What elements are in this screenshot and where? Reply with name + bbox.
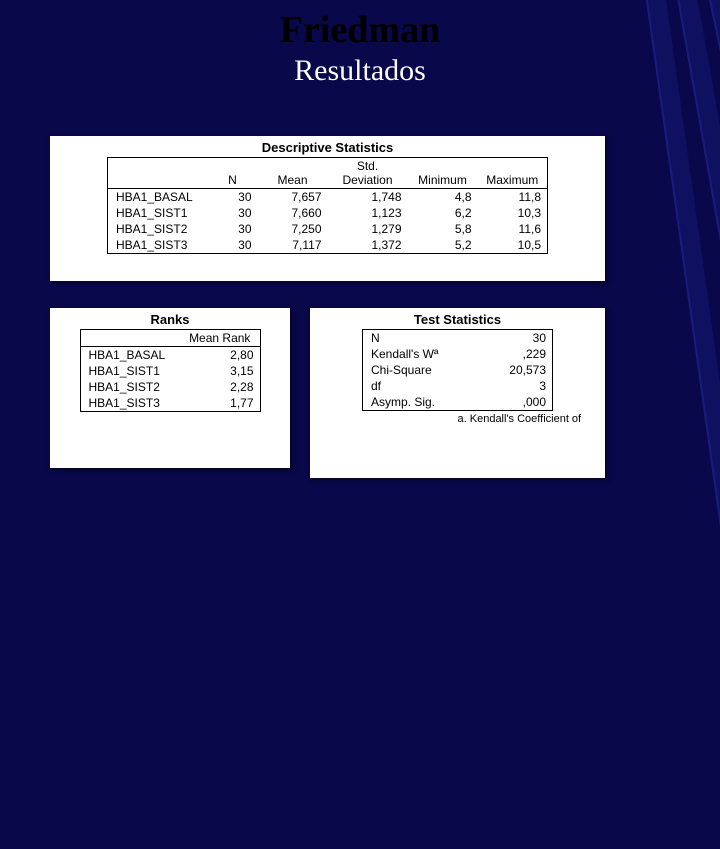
cell: 30 (208, 205, 258, 221)
row-label: N (363, 330, 473, 347)
descriptive-stats-panel: Descriptive Statistics NMeanStd.Deviatio… (50, 136, 605, 281)
cell: 7,657 (258, 189, 328, 206)
row-label: HBA1_SIST3 (80, 395, 180, 412)
stripe (700, 0, 720, 838)
row-label: df (363, 378, 473, 394)
col-header (80, 330, 180, 347)
footnote-text: Kendall's Coefficient of (470, 413, 581, 425)
test-stats-table: N30Kendall's Wª,229Chi-Square20,573df3As… (362, 329, 553, 411)
row-label: HBA1_BASAL (80, 347, 180, 364)
background-stripes (600, 8, 720, 548)
table-title: Ranks (50, 308, 290, 329)
row-label: HBA1_SIST1 (80, 363, 180, 379)
col-header: Maximum (478, 158, 548, 189)
row-label: HBA1_SIST1 (108, 205, 208, 221)
table-title: Test Statistics (310, 308, 605, 329)
col-header: N (208, 158, 258, 189)
table-title: Descriptive Statistics (50, 136, 605, 157)
row-label: HBA1_BASAL (108, 189, 208, 206)
cell: ,000 (473, 394, 553, 411)
table-footnote: a. Kendall's Coefficient of (310, 411, 605, 425)
cell: 10,5 (478, 237, 548, 254)
row-label: HBA1_SIST2 (108, 221, 208, 237)
descriptive-stats-table: NMeanStd.DeviationMinimumMaximum HBA1_BAS… (107, 157, 548, 254)
cell: 1,279 (328, 221, 408, 237)
cell: 3 (473, 378, 553, 394)
cell: 4,8 (408, 189, 478, 206)
stripe (640, 0, 720, 849)
stripe (670, 0, 720, 844)
cell: 1,123 (328, 205, 408, 221)
cell: 5,2 (408, 237, 478, 254)
cell: 7,250 (258, 221, 328, 237)
cell: 30 (208, 221, 258, 237)
row-label: HBA1_SIST3 (108, 237, 208, 254)
cell: 11,8 (478, 189, 548, 206)
ranks-panel: Ranks Mean RankHBA1_BASAL2,80HBA1_SIST13… (50, 308, 290, 468)
row-label: Asymp. Sig. (363, 394, 473, 411)
cell: 3,15 (180, 363, 260, 379)
row-label: Chi-Square (363, 362, 473, 378)
col-header: Std.Deviation (328, 158, 408, 189)
cell: 30 (473, 330, 553, 347)
cell: ,229 (473, 346, 553, 362)
cell: 7,660 (258, 205, 328, 221)
cell: 30 (208, 189, 258, 206)
col-header: Minimum (408, 158, 478, 189)
cell: 2,80 (180, 347, 260, 364)
footnote-label: a. (458, 413, 467, 425)
col-header: Mean Rank (180, 330, 260, 347)
ranks-table: Mean RankHBA1_BASAL2,80HBA1_SIST13,15HBA… (80, 329, 261, 412)
col-header (108, 158, 208, 189)
test-stats-panel: Test Statistics N30Kendall's Wª,229Chi-S… (310, 308, 605, 478)
cell: 20,573 (473, 362, 553, 378)
cell: 2,28 (180, 379, 260, 395)
cell: 5,8 (408, 221, 478, 237)
cell: 7,117 (258, 237, 328, 254)
cell: 6,2 (408, 205, 478, 221)
row-label: HBA1_SIST2 (80, 379, 180, 395)
cell: 1,77 (180, 395, 260, 412)
col-header: Mean (258, 158, 328, 189)
slide-title: Friedman (0, 8, 720, 52)
cell: 30 (208, 237, 258, 254)
cell: 10,3 (478, 205, 548, 221)
cell: 11,6 (478, 221, 548, 237)
cell: 1,748 (328, 189, 408, 206)
slide-subtitle: Resultados (0, 54, 720, 88)
cell: 1,372 (328, 237, 408, 254)
row-label: Kendall's Wª (363, 346, 473, 362)
